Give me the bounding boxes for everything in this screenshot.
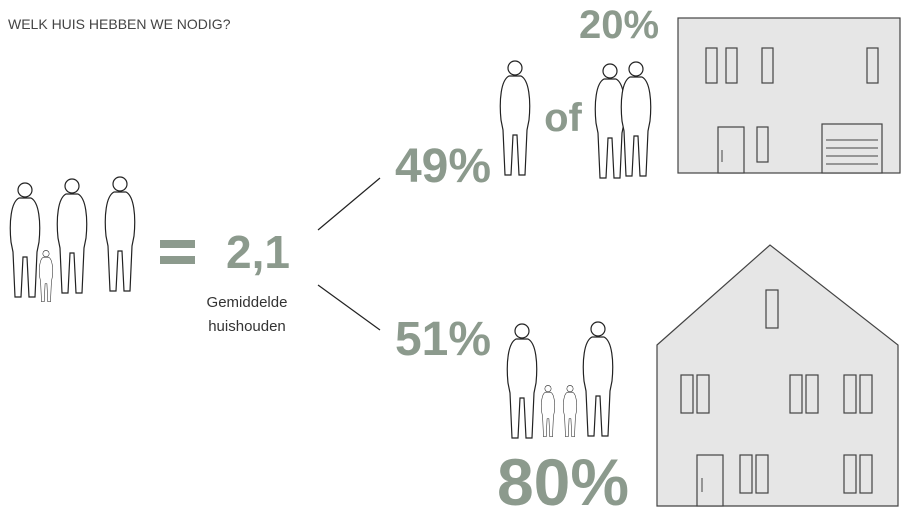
infographic: WELK HUIS HEBBEN WE NODIG? 2,1 Gemiddeld… xyxy=(0,0,902,508)
connector: of xyxy=(544,96,582,140)
branch-line xyxy=(318,285,380,330)
title: WELK HUIS HEBBEN WE NODIG? xyxy=(8,16,231,32)
house-share: 20% xyxy=(579,3,659,47)
house-share: 80% xyxy=(497,445,629,508)
family-house xyxy=(657,245,898,506)
average-label: Gemiddelde xyxy=(207,294,288,311)
average-household: 2,1 xyxy=(226,226,290,278)
share: 51% xyxy=(395,313,491,366)
branch-line xyxy=(318,178,380,230)
family-bottom xyxy=(507,322,612,438)
couple xyxy=(595,62,650,178)
share: 49% xyxy=(395,140,491,193)
average-label: huishouden xyxy=(208,318,286,335)
family-left xyxy=(10,177,134,302)
apartment-house xyxy=(678,18,900,173)
single-person xyxy=(500,61,529,175)
equals-sign xyxy=(160,240,195,264)
